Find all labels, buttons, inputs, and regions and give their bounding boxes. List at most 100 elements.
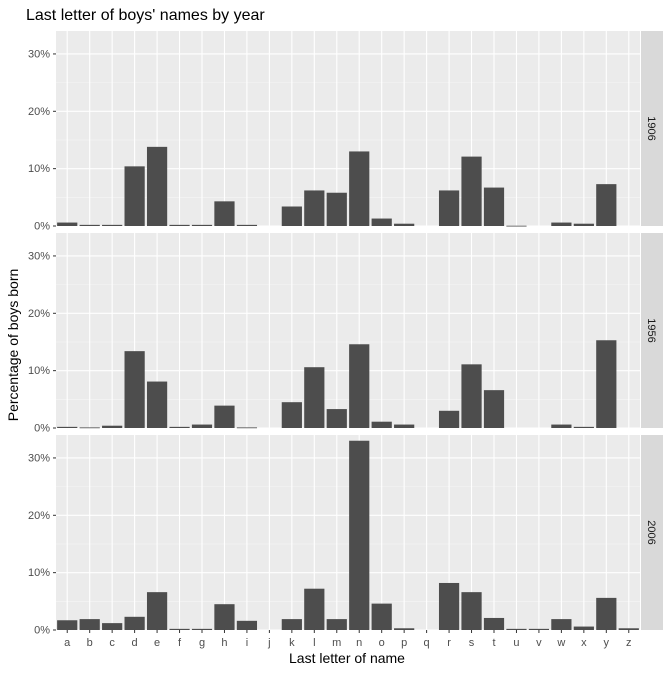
y-tick-label: 30% (28, 48, 50, 60)
x-tick-label-p: p (401, 637, 407, 649)
bar-1906-m (326, 192, 347, 226)
x-tick-label-v: v (536, 637, 542, 649)
y-tick-label: 20% (28, 308, 50, 320)
bar-1906-w (551, 222, 572, 226)
bar-2006-k (281, 619, 302, 630)
bar-1906-c (102, 224, 123, 226)
bar-1906-y (596, 184, 617, 226)
bar-1906-o (371, 218, 392, 226)
x-tick-label-d: d (132, 637, 138, 649)
bar-1956-w (551, 424, 572, 428)
x-tick-label-g: g (199, 637, 205, 649)
x-tick-label-o: o (379, 637, 385, 649)
x-tick-label-h: h (221, 637, 227, 649)
chart-title: Last letter of boys' names by year (26, 7, 265, 24)
x-tick-label-a: a (64, 637, 71, 649)
bar-1956-h (214, 405, 235, 428)
bar-2006-n (349, 440, 370, 630)
bar-2006-s (461, 592, 482, 630)
bar-2006-c (102, 623, 123, 630)
bar-2006-y (596, 597, 617, 630)
x-tick-label-k: k (289, 637, 295, 649)
bar-1906-r (438, 190, 460, 226)
facet-panel-1906: 0% 10% 20% 30% 1906 (28, 31, 663, 233)
bar-1956-y (596, 340, 617, 428)
facet-strip (641, 31, 663, 226)
bar-2006-z (618, 628, 639, 630)
bar-2006-d (124, 616, 145, 630)
bar-1956-l (304, 367, 325, 428)
bar-1906-k (281, 206, 302, 226)
bar-1906-f (169, 224, 190, 226)
y-tick-label: 30% (28, 452, 50, 464)
y-tick-label: 0% (34, 423, 50, 435)
bar-1956-r (438, 410, 460, 428)
bar-2006-b (79, 619, 100, 630)
bar-1906-s (461, 156, 482, 226)
bar-1956-c (102, 425, 123, 428)
y-tick-label: 20% (28, 510, 50, 522)
bar-2006-h (214, 604, 235, 630)
facet-strip-label: 2006 (645, 520, 657, 544)
facet-panel-1956: 0% 10% 20% 30% 1956 (28, 233, 663, 435)
facet-strip (641, 435, 663, 630)
bar-1906-a (57, 222, 78, 226)
y-tick-label: 10% (28, 365, 50, 377)
bar-1956-b (79, 427, 100, 429)
x-tick-label-r: r (447, 637, 451, 649)
facet-panels: 0% 10% 20% 30% 1906 0% 10% 20% 30% 1956 0% 10% 20% 30… (28, 31, 663, 649)
x-tick-label-q: q (424, 637, 430, 649)
x-tick-label-m: m (332, 637, 341, 649)
y-axis-title: Percentage of boys born (5, 269, 21, 422)
bar-1956-p (394, 424, 415, 428)
x-tick-label-b: b (87, 637, 93, 649)
bar-2006-e (146, 592, 168, 630)
bar-2006-v (528, 628, 550, 630)
bar-2006-r (438, 582, 460, 630)
bar-2006-w (551, 619, 572, 630)
x-tick-label-u: u (513, 637, 519, 649)
x-tick-label-e: e (154, 637, 160, 649)
x-axis: a b c d e f g h i j k l m n o p q r s t u v w x y z (64, 630, 632, 649)
x-tick-label-z: z (626, 637, 632, 649)
bar-2006-u (506, 628, 527, 630)
bar-1906-b (79, 224, 100, 226)
bar-2006-p (394, 628, 415, 630)
bar-1956-x (573, 426, 594, 428)
bar-1956-a (57, 426, 78, 428)
facet-strip (641, 233, 663, 428)
y-tick-label: 10% (28, 567, 50, 579)
x-axis-title: Last letter of name (289, 650, 405, 666)
y-tick-label: 30% (28, 250, 50, 262)
bar-1956-o (371, 421, 392, 428)
facet-strip-label: 1956 (645, 318, 657, 342)
facet-strip-label: 1906 (645, 116, 657, 140)
bar-2006-t (483, 617, 505, 630)
bar-1956-n (349, 344, 370, 428)
y-tick-label: 20% (28, 106, 50, 118)
x-tick-label-s: s (469, 637, 475, 649)
bar-1906-e (146, 146, 168, 226)
bar-1906-p (394, 223, 415, 226)
bar-1956-s (461, 364, 482, 428)
x-tick-label-t: t (492, 637, 495, 649)
bar-2006-f (169, 628, 190, 630)
x-tick-label-f: f (178, 637, 182, 649)
y-tick-label: 10% (28, 163, 50, 175)
bar-2006-m (326, 619, 347, 630)
bar-1956-t (483, 390, 505, 428)
bar-1956-i (236, 427, 258, 429)
bar-1956-k (281, 402, 302, 428)
x-tick-label-w: w (556, 637, 565, 649)
bar-1956-m (326, 409, 347, 428)
facet-panel-2006: 0% 10% 20% 30% 2006 (28, 435, 663, 637)
x-tick-label-c: c (109, 637, 115, 649)
bar-1906-i (236, 224, 258, 226)
y-tick-label: 0% (34, 221, 50, 233)
x-tick-label-n: n (356, 637, 362, 649)
bar-2006-x (573, 626, 594, 630)
bar-2006-i (236, 620, 258, 630)
bar-2006-g (191, 628, 213, 630)
